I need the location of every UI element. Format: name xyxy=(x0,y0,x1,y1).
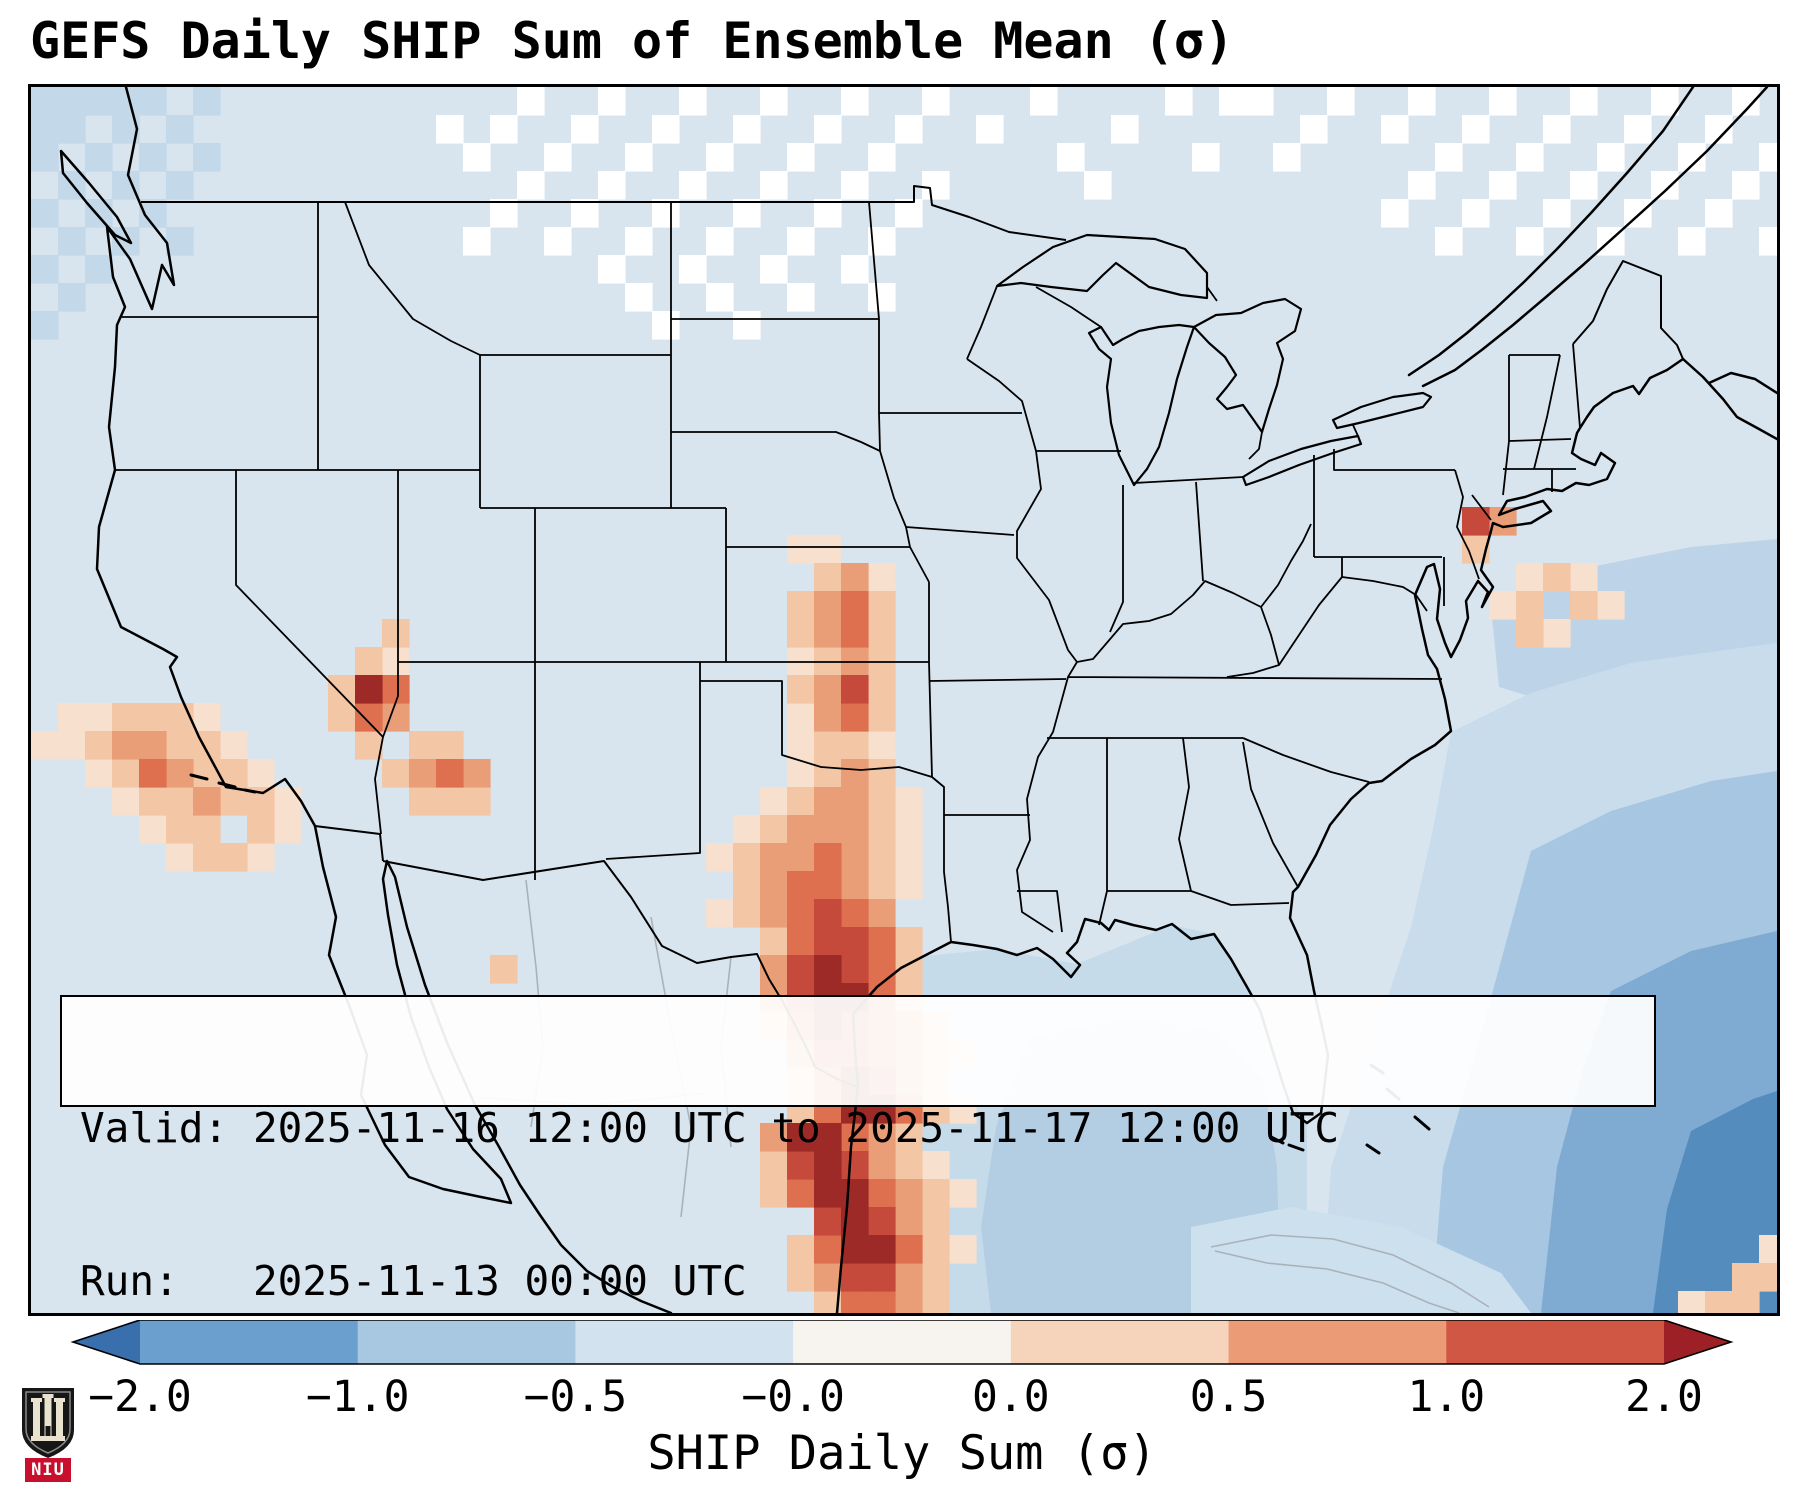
nova-scotia xyxy=(1681,357,1777,441)
atlantic-band-4 xyxy=(1653,1091,1777,1313)
niu-shield-icon xyxy=(22,1388,74,1458)
heatmap-cells xyxy=(31,87,1777,1313)
colorbar-outline xyxy=(70,1320,1734,1365)
colorbar-axis-label: SHIP Daily Sum (σ) xyxy=(647,1426,1157,1481)
lake-ontario xyxy=(1331,391,1433,430)
canada-border xyxy=(141,185,1684,360)
valid-value: 2025-11-16 12:00 UTC to 2025-11-17 12:00… xyxy=(253,1104,1340,1152)
colorbar-tick-label: 1.0 xyxy=(1407,1372,1486,1422)
niu-logo: NIU xyxy=(18,1386,78,1482)
niu-logo-text: NIU xyxy=(25,1458,71,1482)
colorbar-tick-label: −1.0 xyxy=(305,1372,410,1422)
valid-line: Valid: 2025-11-16 12:00 UTC to 2025-11-17… xyxy=(80,1103,1654,1154)
colorbar-tick-label: 0.0 xyxy=(972,1372,1050,1422)
state-borders xyxy=(115,201,1581,943)
colorbar-over-arrow xyxy=(1664,1320,1731,1364)
cuba-outline xyxy=(1210,1234,1490,1313)
lake-huron xyxy=(1192,297,1303,434)
colorbar-tick-label: −0.5 xyxy=(523,1372,628,1422)
colorbar-tick-label: −0.0 xyxy=(741,1372,845,1422)
gulf-atlantic-coast xyxy=(835,357,1685,1313)
colorbar-segments xyxy=(140,1320,1665,1364)
colorbar-tick-label: 0.5 xyxy=(1189,1372,1268,1422)
st-lawrence xyxy=(1407,87,1769,388)
great-lakes xyxy=(995,233,1433,487)
lake-superior xyxy=(995,233,1209,300)
lake-michigan xyxy=(1087,323,1196,487)
colorbar xyxy=(70,1320,1734,1365)
cuba-shelf xyxy=(1191,1207,1531,1313)
vancouver-island xyxy=(59,149,133,245)
valid-run-annotation: Valid: 2025-11-16 12:00 UTC to 2025-11-17… xyxy=(60,995,1656,1305)
colorbar-tick-label: 2.0 xyxy=(1625,1372,1703,1422)
chart-title: GEFS Daily SHIP Sum of Ensemble Mean (σ) xyxy=(30,12,1235,70)
run-label: Run: xyxy=(80,1257,179,1305)
lake-erie xyxy=(1241,434,1363,487)
colorbar-under-arrow xyxy=(73,1320,140,1364)
run-line: Run: 2025-11-13 00:00 UTC xyxy=(80,1256,1654,1307)
pacific-coast xyxy=(95,87,673,1313)
colorbar-tick-label: −2.0 xyxy=(88,1372,192,1422)
valid-label: Valid: xyxy=(80,1104,229,1152)
run-value: 2025-11-13 00:00 UTC xyxy=(253,1257,747,1305)
